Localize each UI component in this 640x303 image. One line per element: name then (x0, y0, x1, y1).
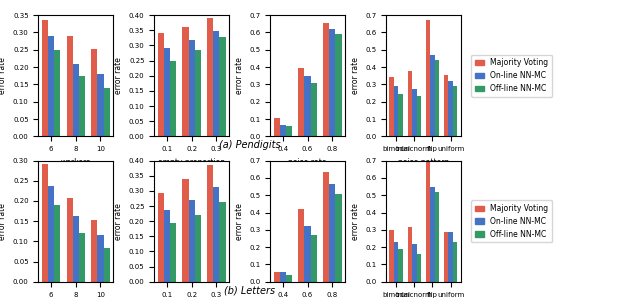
Bar (157, 193, 164, 282)
Y-axis label: error rate: error rate (115, 57, 124, 94)
Bar (430, 55, 435, 136)
Bar (54, 205, 60, 282)
Bar (97, 235, 104, 282)
Bar (449, 81, 453, 136)
Bar (48, 186, 54, 282)
Bar (310, 235, 317, 282)
Bar (104, 88, 110, 136)
Bar (286, 126, 292, 136)
Y-axis label: error rate: error rate (235, 203, 244, 240)
Bar (104, 248, 110, 282)
Bar (426, 162, 430, 282)
Bar (417, 254, 421, 282)
Bar (48, 36, 54, 136)
Bar (213, 187, 220, 282)
X-axis label: noise rate: noise rate (288, 158, 327, 167)
Bar (97, 74, 104, 136)
X-axis label: workers: workers (61, 158, 91, 167)
Bar (42, 20, 48, 136)
Bar (453, 86, 458, 136)
Legend: Majority Voting, On-line NN-MC, Off-line NN-MC: Majority Voting, On-line NN-MC, Off-line… (471, 200, 552, 242)
Bar (220, 202, 226, 282)
Bar (310, 83, 317, 136)
Bar (73, 216, 79, 282)
Bar (444, 232, 449, 282)
Bar (430, 187, 435, 282)
Bar (435, 60, 439, 136)
Bar (280, 272, 286, 282)
Bar (417, 96, 421, 136)
Bar (408, 72, 412, 136)
Bar (408, 227, 412, 282)
Bar (92, 49, 97, 136)
Y-axis label: error rate: error rate (351, 57, 360, 94)
Bar (305, 226, 310, 282)
Bar (42, 164, 48, 282)
Bar (157, 33, 164, 136)
Y-axis label: error rate: error rate (235, 57, 244, 94)
Bar (412, 244, 417, 282)
Bar (207, 165, 213, 282)
Bar (298, 68, 305, 136)
Bar (195, 215, 201, 282)
Bar (182, 179, 189, 282)
Bar (182, 27, 189, 136)
X-axis label: empty proportion: empty proportion (158, 158, 225, 167)
Bar (394, 241, 399, 282)
X-axis label: noise pattern: noise pattern (398, 158, 449, 167)
Bar (329, 184, 335, 282)
Bar (273, 272, 280, 282)
Bar (67, 36, 73, 136)
Bar (92, 220, 97, 282)
Bar (435, 192, 439, 282)
Bar (453, 242, 458, 282)
Bar (335, 34, 342, 136)
Bar (164, 210, 170, 282)
Bar (54, 51, 60, 136)
Y-axis label: error rate: error rate (351, 203, 360, 240)
Y-axis label: error rate: error rate (0, 57, 8, 94)
Bar (323, 23, 329, 136)
Bar (164, 48, 170, 136)
Bar (273, 118, 280, 136)
Bar (195, 50, 201, 136)
Y-axis label: error rate: error rate (115, 203, 124, 240)
Bar (220, 37, 226, 136)
Bar (394, 86, 399, 136)
Bar (412, 89, 417, 136)
Bar (286, 275, 292, 282)
Bar (280, 125, 286, 136)
Bar (399, 94, 403, 136)
Bar (79, 76, 85, 136)
Text: (b) Letters: (b) Letters (224, 286, 275, 296)
Bar (449, 232, 453, 282)
Legend: Majority Voting, On-line NN-MC, Off-line NN-MC: Majority Voting, On-line NN-MC, Off-line… (471, 55, 552, 97)
Bar (399, 249, 403, 282)
Bar (426, 20, 430, 136)
Text: (a) Pendigits: (a) Pendigits (219, 141, 280, 151)
Bar (170, 223, 176, 282)
Bar (67, 198, 73, 282)
Bar (335, 194, 342, 282)
Bar (305, 76, 310, 136)
Bar (73, 64, 79, 136)
Bar (298, 209, 305, 282)
Bar (389, 78, 394, 136)
Bar (389, 230, 394, 282)
Bar (444, 75, 449, 136)
Bar (323, 172, 329, 282)
Bar (189, 40, 195, 136)
Bar (79, 232, 85, 282)
Bar (213, 31, 220, 136)
Bar (207, 18, 213, 136)
Bar (189, 200, 195, 282)
Bar (329, 29, 335, 136)
Bar (170, 61, 176, 136)
Y-axis label: error rate: error rate (0, 203, 8, 240)
